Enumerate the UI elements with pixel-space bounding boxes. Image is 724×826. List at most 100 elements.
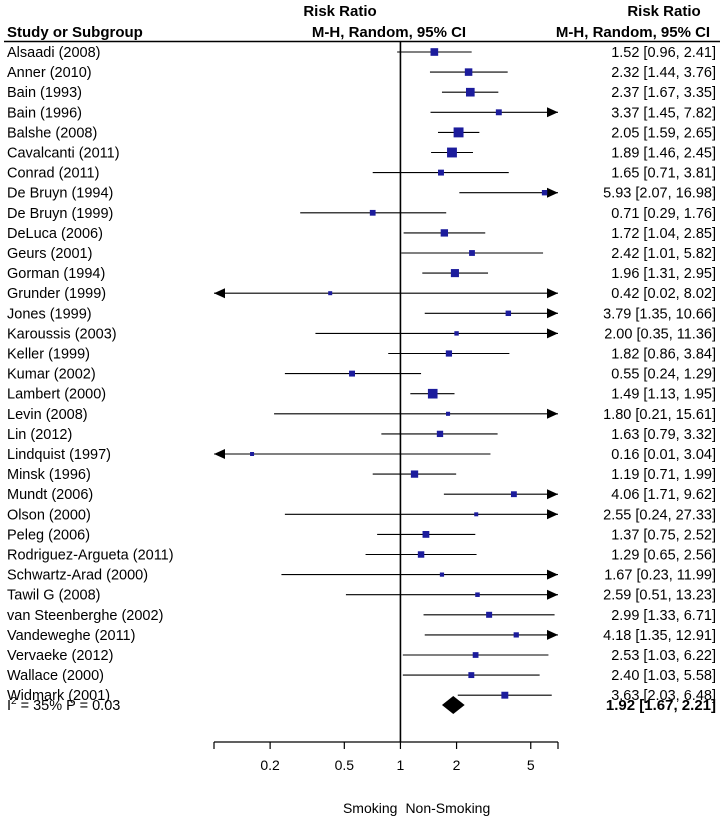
study-row: Levin (2008) 1.80 [0.21, 15.61] bbox=[7, 407, 716, 423]
study-label: Peleg (2006) bbox=[7, 527, 90, 543]
study-label: Gorman (1994) bbox=[7, 266, 105, 282]
ci-arrow-right bbox=[547, 288, 558, 299]
study-estimate: 1.52 [0.96, 2.41] bbox=[611, 45, 716, 61]
effect-marker bbox=[447, 147, 457, 158]
study-row: Vervaeke (2012) 2.53 [1.03, 6.22] bbox=[7, 648, 716, 664]
study-estimate: 0.55 [0.24, 1.29] bbox=[611, 367, 716, 383]
effect-marker bbox=[422, 531, 430, 538]
header-risk-ratio-values: Risk Ratio bbox=[627, 3, 700, 20]
study-row: van Steenberghe (2002) 2.99 [1.33, 6.71] bbox=[7, 608, 716, 624]
study-estimate: 1.19 [0.71, 1.99] bbox=[611, 467, 716, 483]
favours-right-label: Non-Smoking bbox=[405, 800, 490, 816]
study-label: Minsk (1996) bbox=[7, 467, 91, 483]
pooled-row: I2 = 35% P = 0.03 1.92 [1.67, 2.21] bbox=[7, 696, 716, 714]
study-label: De Bruyn (1994) bbox=[7, 186, 113, 202]
study-estimate: 2.99 [1.33, 6.71] bbox=[611, 608, 716, 624]
study-row: Alsaadi (2008) 1.52 [0.96, 2.41] bbox=[7, 45, 716, 61]
study-label: Widmark (2001) bbox=[7, 688, 110, 704]
study-estimate: 1.80 [0.21, 15.61] bbox=[603, 407, 716, 423]
study-label: Kumar (2002) bbox=[7, 367, 96, 383]
study-row: Kumar (2002) 0.55 [0.24, 1.29] bbox=[7, 367, 716, 383]
study-label: Balshe (2008) bbox=[7, 125, 97, 141]
study-estimate: 3.79 [1.35, 10.66] bbox=[603, 306, 716, 322]
x-tick-label: 0.5 bbox=[335, 757, 355, 773]
study-estimate: 1.89 [1.46, 2.45] bbox=[611, 146, 716, 162]
effect-marker bbox=[474, 512, 479, 517]
study-label: Vervaeke (2012) bbox=[7, 648, 113, 664]
effect-marker bbox=[445, 350, 453, 357]
study-row: Balshe (2008) 2.05 [1.59, 2.65] bbox=[7, 125, 716, 141]
study-label: Lindquist (1997) bbox=[7, 447, 111, 463]
study-estimate: 5.93 [2.07, 16.98] bbox=[603, 186, 716, 202]
study-label: Keller (1999) bbox=[7, 347, 90, 363]
study-label: Rodriguez-Argueta (2011) bbox=[7, 548, 174, 564]
study-estimate: 2.55 [0.24, 27.33] bbox=[603, 507, 716, 523]
study-estimate: 1.65 [0.71, 3.81] bbox=[611, 166, 716, 182]
study-estimate: 4.18 [1.35, 12.91] bbox=[603, 628, 716, 644]
effect-marker bbox=[250, 452, 255, 456]
study-estimate: 0.71 [0.29, 1.76] bbox=[611, 206, 716, 222]
header-method-plot: M-H, Random, 95% CI bbox=[312, 24, 466, 41]
study-label: Lin (2012) bbox=[7, 427, 72, 443]
effect-marker bbox=[475, 592, 480, 597]
effect-marker bbox=[328, 291, 333, 296]
study-label: Tawil G (2008) bbox=[7, 588, 100, 604]
effect-marker bbox=[427, 388, 438, 399]
study-row: Lambert (2000) 1.49 [1.13, 1.95] bbox=[7, 387, 716, 403]
study-label: Grunder (1999) bbox=[7, 286, 106, 302]
study-row: Lindquist (1997) 0.16 [0.01, 3.04] bbox=[7, 447, 716, 463]
effect-marker bbox=[410, 470, 419, 478]
ci-arrow-left bbox=[214, 288, 225, 299]
study-row: Bain (1993) 2.37 [1.67, 3.35] bbox=[7, 85, 716, 101]
study-estimate: 2.00 [0.35, 11.36] bbox=[604, 326, 716, 342]
study-estimate: 3.37 [1.45, 7.82] bbox=[611, 105, 716, 121]
effect-marker bbox=[349, 370, 355, 377]
study-row: Anner (2010) 2.32 [1.44, 3.76] bbox=[7, 65, 716, 81]
pooled-diamond bbox=[441, 696, 465, 714]
study-estimate: 2.32 [1.44, 3.76] bbox=[611, 65, 716, 81]
pooled-estimate-text: 1.92 [1.67, 2.21] bbox=[606, 697, 716, 714]
ci-arrow-right bbox=[547, 509, 558, 520]
study-label: Wallace (2000) bbox=[7, 668, 104, 684]
x-tick-label: 5 bbox=[527, 757, 535, 773]
study-label: Jones (1999) bbox=[7, 306, 92, 322]
study-row: Vandeweghe (2011) 4.18 [1.35, 12.91] bbox=[7, 628, 716, 644]
study-row: Schwartz-Arad (2000) 1.67 [0.23, 11.99] bbox=[7, 568, 716, 584]
ci-arrow-right bbox=[547, 629, 558, 640]
ci-arrow-right bbox=[547, 408, 558, 419]
study-row: Karoussis (2003) 2.00 [0.35, 11.36] bbox=[7, 326, 716, 342]
study-estimate: 2.40 [1.03, 5.58] bbox=[611, 668, 716, 684]
study-row: Wallace (2000) 2.40 [1.03, 5.58] bbox=[7, 668, 716, 684]
effect-marker bbox=[445, 411, 451, 416]
effect-marker bbox=[436, 430, 444, 438]
effect-marker bbox=[513, 632, 519, 638]
effect-marker bbox=[439, 572, 445, 577]
x-axis: 0.2 0.5 1 2 5 bbox=[213, 741, 559, 773]
x-tick-label: 1 bbox=[397, 757, 405, 773]
study-estimate: 2.42 [1.01, 5.82] bbox=[611, 246, 716, 262]
effect-marker bbox=[469, 250, 475, 256]
study-label: Lambert (2000) bbox=[7, 387, 106, 403]
study-estimate: 1.29 [0.65, 2.56] bbox=[611, 548, 716, 564]
study-estimate: 1.67 [0.23, 11.99] bbox=[604, 568, 716, 584]
ci-arrow-right bbox=[547, 489, 558, 500]
study-label: Cavalcanti (2011) bbox=[7, 146, 120, 162]
study-label: Levin (2008) bbox=[7, 407, 88, 423]
header-method-values: M-H, Random, 95% CI bbox=[556, 24, 710, 41]
study-label: Anner (2010) bbox=[7, 65, 92, 81]
effect-marker bbox=[495, 109, 502, 116]
effect-marker bbox=[454, 331, 459, 336]
study-row: Lin (2012) 1.63 [0.79, 3.32] bbox=[7, 427, 716, 443]
ci-arrow-right bbox=[547, 328, 558, 339]
study-row: Minsk (1996) 1.19 [0.71, 1.99] bbox=[7, 467, 716, 483]
study-row: Geurs (2001) 2.42 [1.01, 5.82] bbox=[7, 246, 716, 262]
study-row: Keller (1999) 1.82 [0.86, 3.84] bbox=[7, 347, 716, 363]
study-label: Conrad (2011) bbox=[7, 166, 99, 182]
study-label: Bain (1996) bbox=[7, 105, 82, 121]
x-tick-label: 2 bbox=[453, 757, 461, 773]
study-row: Gorman (1994) 1.96 [1.31, 2.95] bbox=[7, 266, 716, 282]
ci-arrow-right bbox=[547, 308, 558, 319]
effect-marker bbox=[505, 310, 512, 317]
